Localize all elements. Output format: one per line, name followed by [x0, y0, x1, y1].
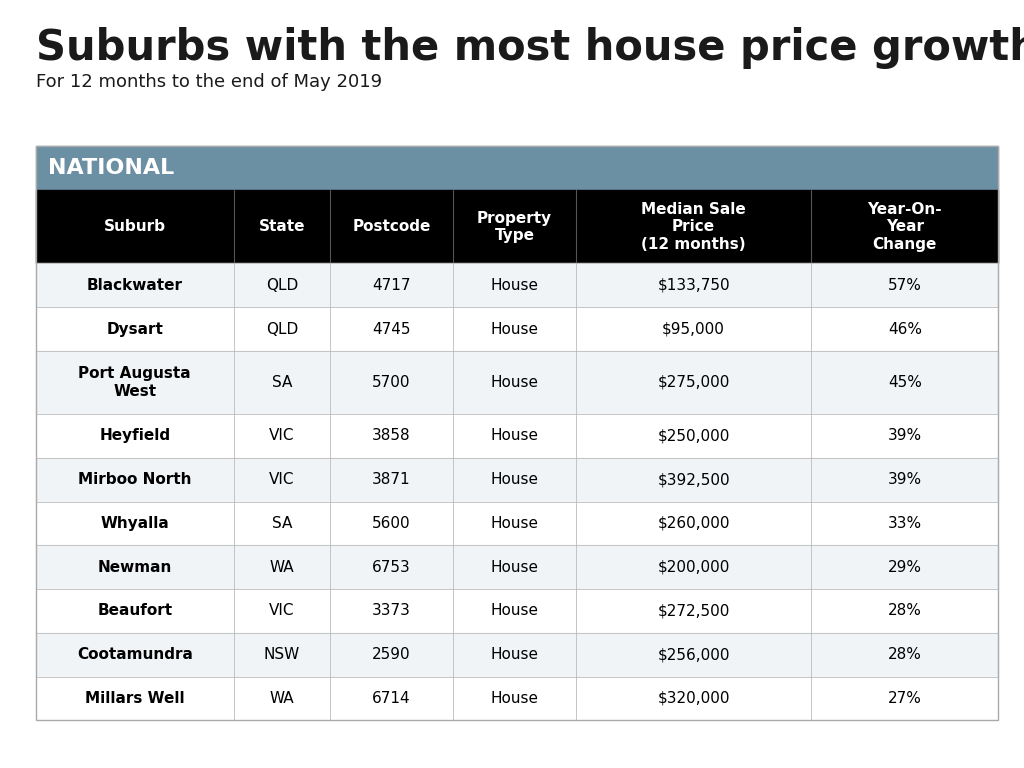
Text: Cootamundra: Cootamundra	[77, 647, 193, 662]
Text: House: House	[490, 472, 539, 487]
Text: 33%: 33%	[888, 516, 922, 531]
Text: House: House	[490, 429, 539, 443]
Text: For 12 months to the end of May 2019: For 12 months to the end of May 2019	[36, 73, 382, 91]
Text: Property
Type: Property Type	[477, 210, 552, 243]
Text: 57%: 57%	[888, 278, 922, 293]
Text: NATIONAL: NATIONAL	[48, 158, 174, 178]
Text: Median Sale
Price
(12 months): Median Sale Price (12 months)	[641, 202, 745, 252]
Bar	[36, 458, 998, 502]
Bar	[36, 677, 998, 720]
Text: House: House	[490, 647, 539, 662]
Text: Suburb: Suburb	[103, 220, 166, 234]
Bar	[36, 263, 998, 307]
Text: Year-On-
Year
Change: Year-On- Year Change	[867, 202, 942, 252]
Text: Dysart: Dysart	[106, 322, 163, 336]
Text: SA: SA	[271, 375, 292, 390]
Text: Millars Well: Millars Well	[85, 691, 184, 706]
Text: $256,000: $256,000	[657, 647, 730, 662]
Text: House: House	[490, 604, 539, 618]
Text: $250,000: $250,000	[657, 429, 730, 443]
Text: 4717: 4717	[372, 278, 411, 293]
Bar	[36, 633, 998, 677]
Text: House: House	[490, 691, 539, 706]
Text: VIC: VIC	[269, 429, 295, 443]
Bar	[36, 545, 998, 589]
Text: House: House	[490, 375, 539, 390]
Text: WA: WA	[269, 691, 294, 706]
Text: House: House	[490, 516, 539, 531]
Text: 3858: 3858	[372, 429, 411, 443]
Text: State: State	[259, 220, 305, 234]
Text: Heyfield: Heyfield	[99, 429, 170, 443]
Bar	[36, 351, 998, 414]
Bar	[36, 146, 998, 190]
Text: Beaufort: Beaufort	[97, 604, 172, 618]
Text: 5600: 5600	[372, 516, 411, 531]
Text: House: House	[490, 560, 539, 574]
Text: $272,500: $272,500	[657, 604, 730, 618]
Text: 3373: 3373	[372, 604, 411, 618]
Bar	[36, 502, 998, 545]
Bar	[36, 146, 998, 720]
Text: 46%: 46%	[888, 322, 922, 336]
Text: Port Augusta
West: Port Augusta West	[79, 366, 191, 399]
Text: 5700: 5700	[372, 375, 411, 390]
Text: Mirboo North: Mirboo North	[78, 472, 191, 487]
Text: $133,750: $133,750	[657, 278, 730, 293]
Text: QLD: QLD	[265, 322, 298, 336]
Text: 3871: 3871	[372, 472, 411, 487]
Text: WA: WA	[269, 560, 294, 574]
Text: House: House	[490, 278, 539, 293]
Text: Blackwater: Blackwater	[87, 278, 182, 293]
Text: 39%: 39%	[888, 472, 922, 487]
Text: VIC: VIC	[269, 604, 295, 618]
Text: 2590: 2590	[372, 647, 411, 662]
Text: VIC: VIC	[269, 472, 295, 487]
Text: House: House	[490, 322, 539, 336]
Bar	[36, 307, 998, 351]
Text: 45%: 45%	[888, 375, 922, 390]
Text: NSW: NSW	[264, 647, 300, 662]
Text: QLD: QLD	[265, 278, 298, 293]
Text: 6714: 6714	[372, 691, 411, 706]
Text: 27%: 27%	[888, 691, 922, 706]
Text: 28%: 28%	[888, 647, 922, 662]
Text: 29%: 29%	[888, 560, 922, 574]
Text: 28%: 28%	[888, 604, 922, 618]
Text: 39%: 39%	[888, 429, 922, 443]
Text: Newman: Newman	[97, 560, 172, 574]
Text: SA: SA	[271, 516, 292, 531]
Bar	[36, 589, 998, 633]
Text: Postcode: Postcode	[352, 220, 431, 234]
Text: 6753: 6753	[372, 560, 411, 574]
Text: $260,000: $260,000	[657, 516, 730, 531]
Bar	[36, 190, 998, 263]
Text: Suburbs with the most house price growth: Suburbs with the most house price growth	[36, 27, 1024, 69]
Text: $95,000: $95,000	[663, 322, 725, 336]
Text: Whyalla: Whyalla	[100, 516, 169, 531]
Text: $200,000: $200,000	[657, 560, 730, 574]
Text: $275,000: $275,000	[657, 375, 730, 390]
Bar	[36, 414, 998, 458]
Text: 4745: 4745	[372, 322, 411, 336]
Text: $320,000: $320,000	[657, 691, 730, 706]
Text: $392,500: $392,500	[657, 472, 730, 487]
